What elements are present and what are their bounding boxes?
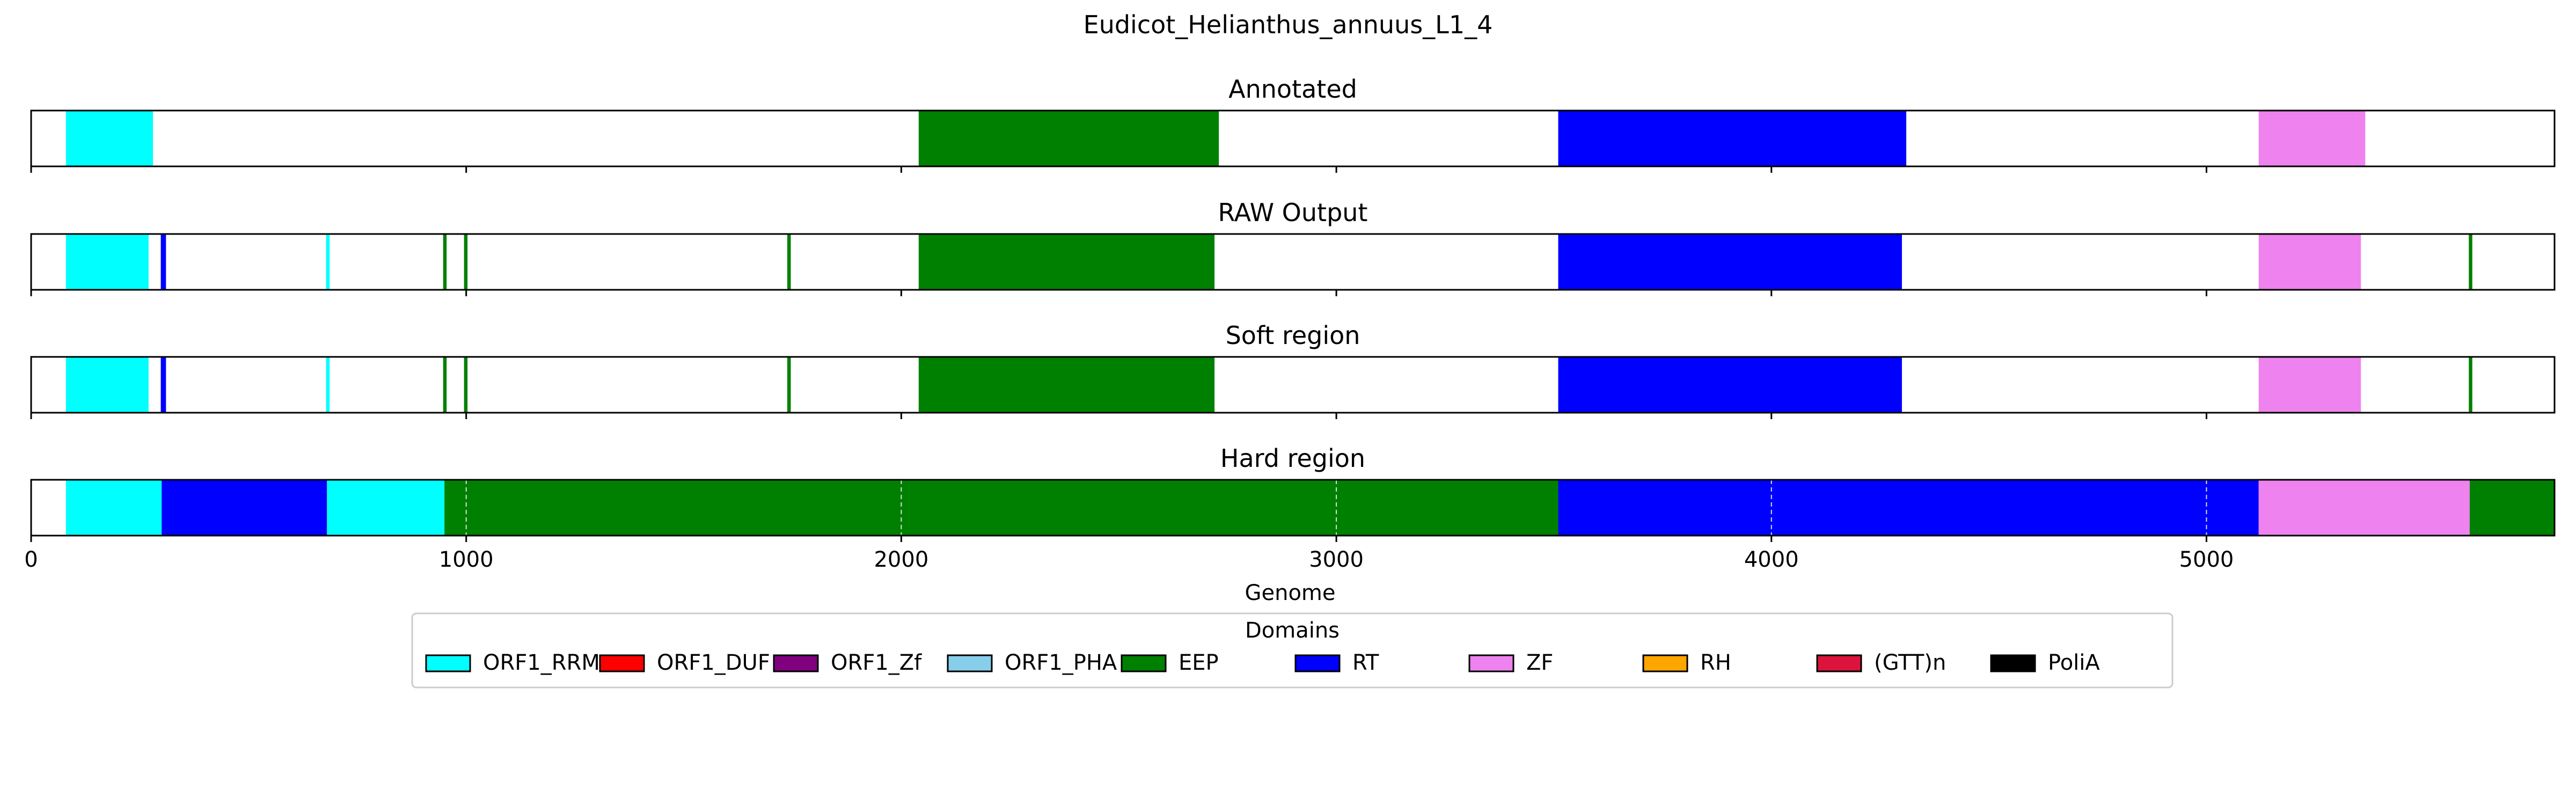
legend-swatch-zf [1468, 654, 1514, 672]
legend-swatch-orf1-pha [947, 654, 993, 672]
legend-swatch-eep [1121, 654, 1167, 672]
panel-frame [30, 356, 2556, 414]
domain-segment-zf [2258, 234, 2361, 290]
domain-segment-rt [160, 357, 166, 413]
panel-title: Hard region [1220, 444, 1365, 473]
domain-segment-eep [443, 234, 447, 290]
legend-swatch-rh [1642, 654, 1688, 672]
domain-segment-eep [464, 234, 468, 290]
domain-segment-eep [464, 357, 468, 413]
domain-segment-eep [443, 357, 447, 413]
x-tick-label: 3000 [1309, 547, 1364, 572]
panel-2: Soft region [30, 321, 2556, 419]
domain-segment-zf [2258, 480, 2470, 536]
domain-segment-rt [162, 480, 327, 536]
domain-segment-orf1-rrm [65, 480, 162, 536]
figure-title: Eudicot_Helianthus_annuus_L1_4 [1084, 10, 1493, 39]
domain-segment-orf1-rrm [326, 234, 330, 290]
legend-swatch-polia [1990, 654, 2036, 672]
domain-segment-eep [918, 357, 1215, 413]
domain-segment-orf1-rrm [326, 357, 330, 413]
domain-segment-rt [1558, 357, 1902, 413]
x-tick-label: 2000 [874, 547, 928, 572]
panel-frame [30, 479, 2556, 537]
panel-frame [30, 233, 2556, 291]
domain-segment-orf1-rrm [327, 480, 445, 536]
panel-1: RAW Output [30, 198, 2556, 296]
panel-frame [30, 109, 2556, 167]
panel-title: Soft region [1226, 321, 1360, 350]
legend-label-zf: ZF [1526, 650, 1553, 675]
domain-segment-orf1-rrm [65, 111, 153, 166]
domain-segment-eep [787, 357, 791, 413]
domain-segment-zf [2258, 111, 2366, 166]
legend-label-orf1-zf: ORF1_Zf [831, 650, 922, 675]
legend-label-eep: EEP [1179, 650, 1219, 675]
legend-label-orf1-duf: ORF1_DUF [657, 650, 770, 675]
panel-title: RAW Output [1218, 198, 1368, 227]
panel-3: Hard region 0 1000 2000 3000 4000 5000 [24, 444, 2556, 572]
legend-label-rt: RT [1352, 650, 1379, 675]
domain-segment-rt [1558, 234, 1902, 290]
legend-swatch-orf1-zf [773, 654, 819, 672]
panel-0: Annotated [30, 75, 2556, 173]
legend-title: Domains [1245, 618, 1340, 643]
legend-label-gtt-n: (GTT)n [1874, 650, 1946, 675]
legend: Domains ORF1_RRM ORF1_DUF ORF1_Zf ORF1_PHA EE… [411, 612, 2174, 689]
legend-swatch-orf1-duf [599, 654, 645, 672]
domain-segment-eep [918, 234, 1215, 290]
legend-swatch-gtt-n [1816, 654, 1862, 672]
domain-segment-rt [1558, 480, 2259, 536]
legend-swatch-orf1-rrm [425, 654, 471, 672]
legend-label-polia: PoliA [2048, 650, 2100, 675]
domain-segment-eep [787, 234, 791, 290]
domain-segment-eep [2469, 234, 2472, 290]
x-axis-label: Genome [1245, 581, 1335, 605]
legend-label-rh: RH [1700, 650, 1731, 675]
x-tick-label: 4000 [1744, 547, 1799, 572]
legend-label-orf1-rrm: ORF1_RRM [483, 650, 600, 675]
domain-segment-eep [2469, 357, 2472, 413]
domain-segment-zf [2258, 357, 2361, 413]
panel-title: Annotated [1228, 75, 1357, 104]
domain-segment-rt [1558, 111, 1907, 166]
x-tick-label: 1000 [439, 547, 494, 572]
legend-frame [411, 612, 2174, 689]
domain-segment-eep [918, 111, 1219, 166]
x-tick-label: 0 [24, 547, 38, 572]
domain-segment-eep [444, 480, 1558, 536]
legend-label-orf1-pha: ORF1_PHA [1005, 650, 1117, 675]
panels-group: Annotated RAW Output Soft region Hard regio… [24, 75, 2556, 572]
legend-swatch-rt [1294, 654, 1341, 672]
domain-segment-rt [160, 234, 166, 290]
domain-segment-orf1-rrm [65, 357, 149, 413]
domain-segment-orf1-rrm [65, 234, 149, 290]
x-tick-label: 5000 [2179, 547, 2234, 572]
domain-segment-eep [2469, 480, 2555, 536]
